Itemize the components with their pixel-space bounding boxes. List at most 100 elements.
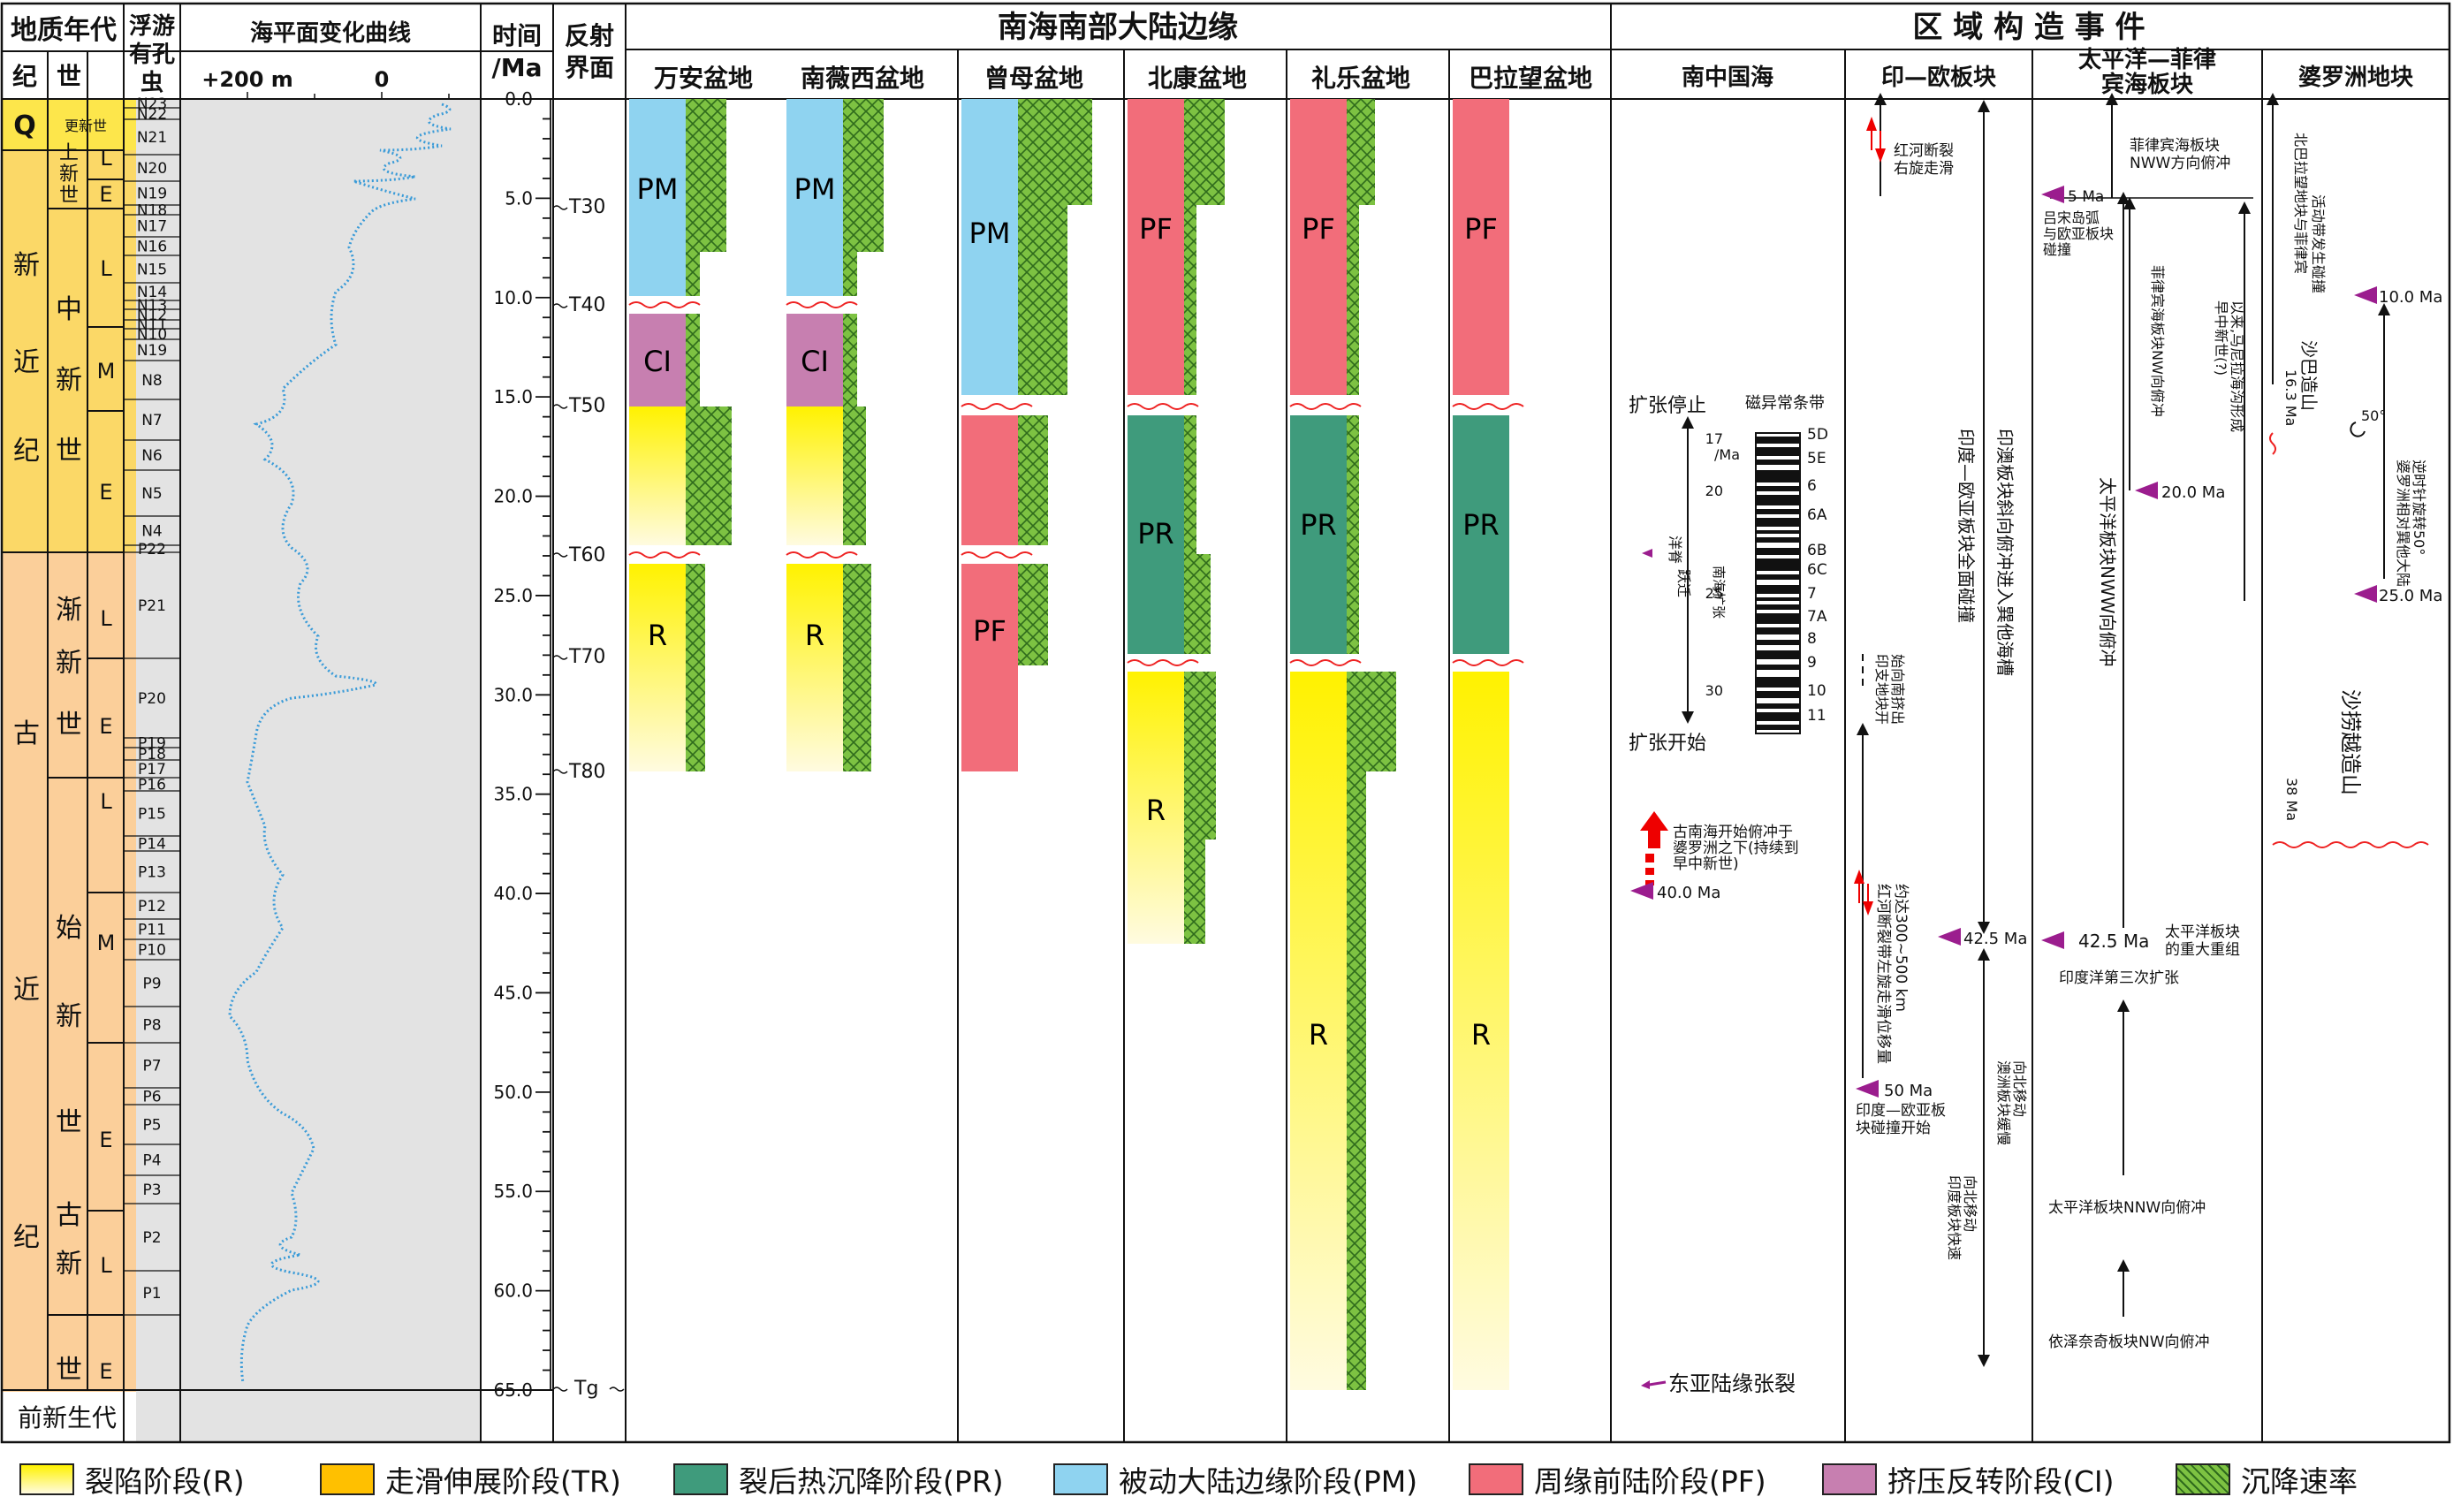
mag-chron-label: 6A [1807,506,1827,524]
zengmu-pm: PM [969,217,1011,250]
svg-text:近: 近 [13,347,40,378]
foram-zone: P20 [138,690,166,708]
palawan-pf: PF [1464,212,1498,246]
svg-text:南海扩张: 南海扩张 [1711,566,1727,619]
legend-swatch [1822,1463,1877,1495]
svg-text:块碰撞开始: 块碰撞开始 [1856,1120,1931,1137]
basin-nanweixi: 南薇西盆地 [801,64,924,93]
svg-text:早中新世): 早中新世) [1673,855,1739,873]
svg-text:38 Ma: 38 Ma [2283,778,2300,821]
svg-text:红河断裂: 红河断裂 [1894,142,1954,160]
palawan-pr: PR [1462,508,1500,542]
wanan-ci: CI [643,345,672,378]
basin-beikang-column: PF PR R [1128,99,1225,944]
foram-zone: P16 [138,777,166,794]
foram-zone: N11 [137,316,167,334]
mag-chron-label: 7A [1807,608,1827,626]
svg-text:新: 新 [59,163,79,186]
svg-text:太平洋—菲律: 太平洋—菲律 [2078,46,2216,73]
legend-label: 走滑伸展阶段(TR) [385,1464,621,1499]
svg-text:古南海开始俯冲于: 古南海开始俯冲于 [1673,824,1793,841]
basin-liyue-column: PF PR R [1290,99,1396,1390]
svg-text:新: 新 [13,250,40,281]
foram-zone: P9 [142,976,161,993]
svg-text:约达300~500 km: 约达300~500 km [1892,884,1910,1012]
svg-text:沙巴造山: 沙巴造山 [2298,340,2320,411]
svg-text:早中新世(?): 早中新世(?) [2213,300,2229,376]
foram-zone: P14 [138,836,166,854]
svg-text:菲律宾海板块NW向俯冲: 菲律宾海板块NW向俯冲 [2149,265,2166,417]
foram-zone: P1 [142,1285,161,1303]
scs-spread-stop: 扩张停止 [1629,395,1706,417]
mag-chron-label: 9 [1807,654,1817,672]
svg-text:始: 始 [56,913,82,944]
nanweixi-ci: CI [801,345,829,378]
svg-text:红河断裂带左旋走滑位移量: 红河断裂带左旋走滑位移量 [1874,884,1892,1064]
mag-chron-label: 6C [1807,561,1827,579]
wanan-r: R [648,619,667,652]
sub-5: E [99,480,112,505]
period-pre-cenozoic: 前新生代 [18,1403,117,1432]
region-indo: 印—欧板块 [1881,64,1996,91]
svg-text:纪: 纪 [13,1222,40,1253]
svg-text:印支地块开: 印支地块开 [1873,654,1890,725]
sea-level-curve [228,103,452,1384]
pac-nnw: 太平洋板块NNW向俯冲 [2048,1199,2206,1217]
foram-zone: N7 [141,412,163,429]
header-period: 纪 [12,62,37,91]
svg-text:澳洲板块缓慢: 澳洲板块缓慢 [1995,1060,2012,1145]
time-label: 65.0 [493,1379,533,1401]
header-geo-age: 地质年代 [11,15,117,46]
legend-label: 被动大陆边缘阶段(PM) [1119,1464,1418,1499]
svg-text:纪: 纪 [13,436,40,467]
legend-label: 周缘前陆阶段(PF) [1534,1464,1766,1499]
svg-text:印澳板块斜向俯冲进入巽他海槽: 印澳板块斜向俯冲进入巽他海槽 [1994,429,2016,676]
time-label: 45.0 [493,983,533,1004]
reflector-t60: T60 [568,544,605,566]
legend-swatch [19,1463,74,1495]
epoch-pleistocene: 更新世 [65,118,107,134]
foram-zone: P21 [138,597,166,615]
liyue-pf: PF [1302,212,1335,246]
legend-label: 裂后热沉降阶段(PR) [739,1464,1004,1499]
svg-text:向北移动: 向北移动 [1962,1175,1978,1232]
basin-beikang: 北康盆地 [1148,64,1247,93]
svg-text:碰撞: 碰撞 [2043,241,2071,258]
scs-spread-start: 扩张开始 [1629,733,1706,755]
svg-text:向北移动: 向北移动 [2011,1060,2028,1117]
basin-palawan-column: PF PR R [1453,99,1509,1390]
foram-zone: P3 [142,1181,161,1199]
svg-text:印度板块快速: 印度板块快速 [1946,1175,1963,1260]
beikang-r: R [1146,794,1166,827]
wanan-pm: PM [637,172,679,206]
mag-age-20: 20 [1705,482,1723,499]
basin-palawan: 巴拉望盆地 [1469,64,1592,93]
mag-chron-label: 8 [1807,630,1817,648]
foram-zone: P22 [138,541,166,558]
foram-zone: N12 [137,307,167,324]
sub-11: L [100,1253,112,1278]
mag-chron-label: 10 [1807,682,1826,700]
legend-label: 裂陷阶段(R) [85,1464,245,1499]
foram-zone: N23 [137,95,167,113]
legend-swatch [320,1463,375,1495]
mag-chron-label: 7 [1807,585,1817,603]
svg-text:以来,马尼拉海沟形成: 以来,马尼拉海沟形成 [2229,300,2245,432]
basin-nanweixi-column: PM CI R [786,99,884,771]
indo-age-50: 50 Ma [1884,1082,1933,1100]
time-label: 35.0 [493,784,533,805]
sub-6: L [100,606,112,631]
mag-chron-label: 5E [1807,450,1826,467]
svg-text:太平洋板块NWW向俯冲: 太平洋板块NWW向俯冲 [2097,477,2118,667]
time-label: 55.0 [493,1181,533,1202]
sub-3: L [100,256,112,281]
svg-text:世: 世 [59,185,79,207]
reflector-t40: T40 [568,294,605,316]
mag-age-25: 25 [1705,585,1723,602]
svg-text:世: 世 [56,436,82,467]
borneo-age-10: 10.0 Ma [2379,288,2442,307]
time-label: 30.0 [493,684,533,705]
reflector-t30: T30 [568,196,605,218]
header-sea-level: 海平面变化曲线 [250,19,411,47]
borneo-age-25: 25.0 Ma [2379,587,2442,605]
